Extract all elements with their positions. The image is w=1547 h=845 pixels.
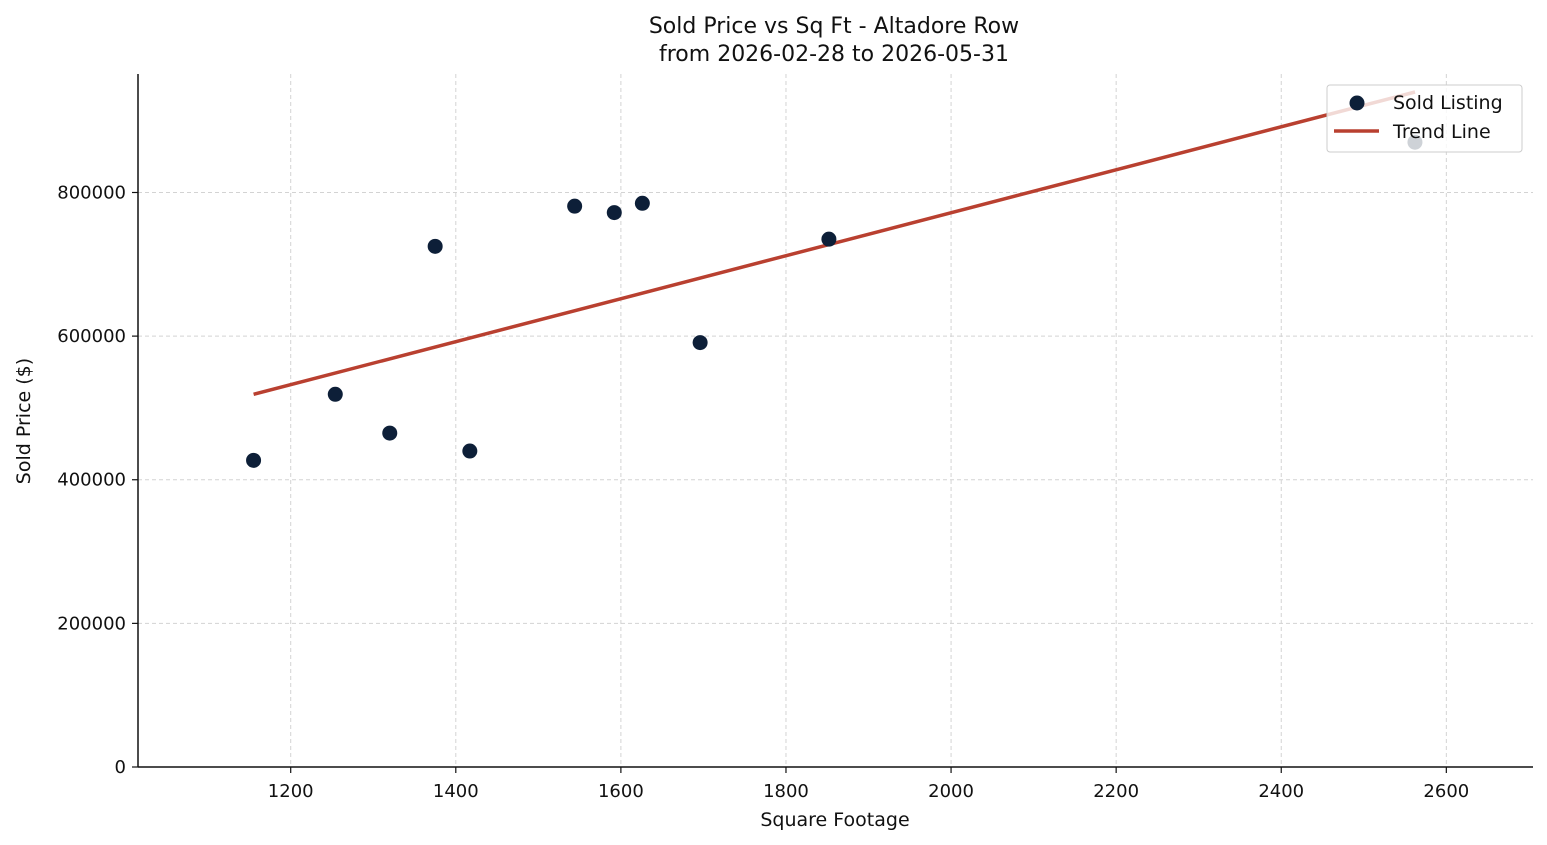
legend-label-trend-line: Trend Line: [1392, 121, 1491, 143]
sold-listing-point: [821, 231, 837, 247]
sold-listing-point: [327, 386, 343, 402]
x-tick-label: 2600: [1423, 781, 1469, 802]
legend-box: [1326, 84, 1523, 153]
y-axis-label: Sold Price ($): [13, 358, 35, 484]
legend: Sold Listing Trend Line: [1326, 84, 1523, 153]
sold-listing-point: [246, 452, 262, 468]
sold-listing-point: [634, 195, 650, 211]
y-tick-label: 400000: [57, 470, 126, 491]
chart-title-line2: from 2026-02-28 to 2026-05-31: [659, 42, 1009, 67]
x-tick-label: 1200: [268, 781, 314, 802]
legend-label-sold-listing: Sold Listing: [1393, 92, 1503, 114]
x-tick-label: 2400: [1258, 781, 1304, 802]
x-tick-label: 1600: [598, 781, 644, 802]
y-tick-label: 800000: [57, 182, 126, 203]
tick-layer: 1200 1400 1600 1800 2000 2200 2400 2600 0 200000 4…: [57, 182, 1469, 802]
sold-listing-point: [692, 335, 708, 351]
x-tick-label: 2000: [928, 781, 974, 802]
sold-listing-point: [427, 238, 443, 254]
y-tick-label: 200000: [57, 613, 126, 634]
grid-layer: [138, 74, 1533, 767]
scatter-point-layer: [246, 134, 1423, 468]
sold-listing-point: [382, 425, 398, 441]
sold-listing-point: [567, 198, 583, 214]
chart-title-line1: Sold Price vs Sq Ft - Altadore Row: [649, 14, 1019, 39]
x-tick-label: 1400: [433, 781, 479, 802]
legend-marker-sold-listing: [1349, 95, 1365, 111]
x-tick-label: 1800: [763, 781, 809, 802]
x-tick-label: 2200: [1093, 781, 1139, 802]
y-tick-label: 600000: [57, 326, 126, 347]
x-axis-label: Square Footage: [760, 809, 909, 831]
sold-listing-point: [462, 443, 478, 459]
y-tick-label: 0: [115, 757, 126, 778]
sold-listing-point: [606, 205, 622, 221]
